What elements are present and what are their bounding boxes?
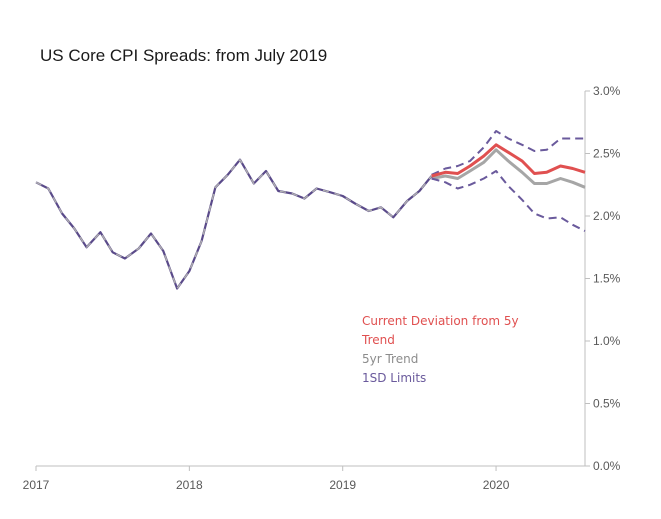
legend-entry-1: 5yr Trend <box>362 352 418 366</box>
chart-title: US Core CPI Spreads: from July 2019 <box>40 46 328 65</box>
y-tick-label: 3.0% <box>593 84 621 98</box>
y-tick-label: 0.5% <box>593 397 621 411</box>
legend-entry-0: Current Deviation from 5y <box>362 314 519 328</box>
legend: Current Deviation from 5y Trend 5yr Trend 1… <box>361 314 519 385</box>
series-line-5yr-trend <box>431 148 586 189</box>
legend-entry-2: 1SD Limits <box>362 371 426 385</box>
legend-entry-0: Trend <box>361 333 395 347</box>
axes <box>35 90 590 471</box>
y-tick-label: 0.0% <box>593 459 621 473</box>
series-line-current-deviation <box>431 143 586 178</box>
x-tick-label: 2019 <box>329 478 356 492</box>
series-line-history-overlay <box>35 158 433 290</box>
tick-labels: 2017 2018 2019 2020 0.0% 0.5% 1.0% 1.5% 2.0% 2.5%… <box>23 84 621 492</box>
series-line-1sd-lower <box>431 170 586 232</box>
y-tick-label: 1.0% <box>593 334 621 348</box>
series-line-history <box>35 158 433 290</box>
x-tick-label: 2020 <box>483 478 510 492</box>
y-tick-label: 2.0% <box>593 209 621 223</box>
series-line-1sd-upper <box>431 130 585 176</box>
y-tick-label: 1.5% <box>593 272 621 286</box>
x-tick-label: 2018 <box>176 478 203 492</box>
y-tick-label: 2.5% <box>593 147 621 161</box>
x-tick-label: 2017 <box>23 478 50 492</box>
series-lines <box>35 130 586 290</box>
